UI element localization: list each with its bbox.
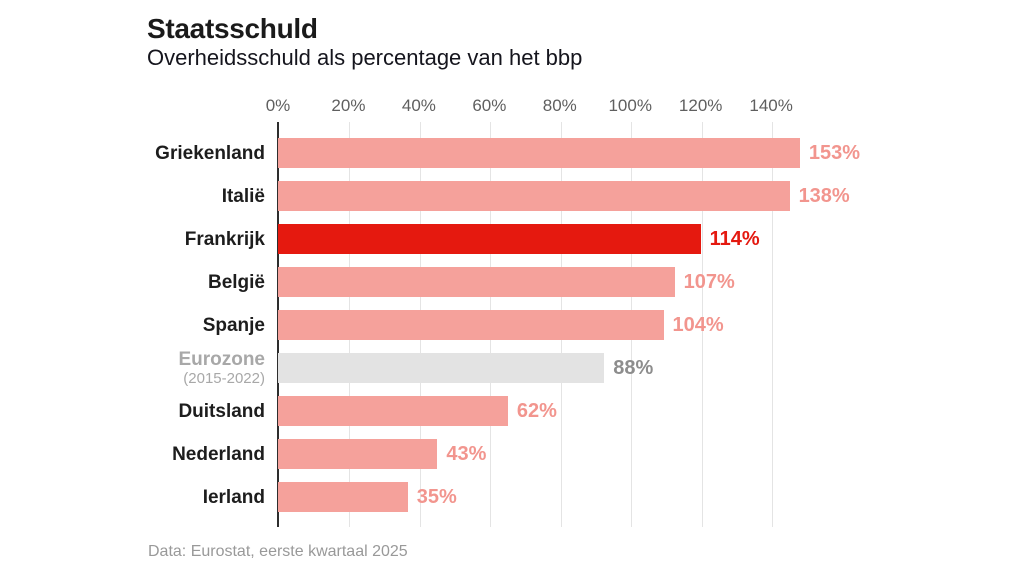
bar-track: 114% <box>278 224 860 254</box>
category-label-nederland: Nederland <box>0 445 278 464</box>
bar-track: 138% <box>278 181 860 211</box>
bar-frankrijk <box>278 224 701 254</box>
bar-belgie <box>278 267 675 297</box>
category-name: Frankrijk <box>184 228 265 250</box>
x-tick-label-0: 0% <box>265 96 291 115</box>
category-label-belgie: België <box>0 273 278 292</box>
chart-row-eurozone: Eurozone (2015-2022) 88% <box>0 350 860 386</box>
category-subtitle: (2015-2022) <box>183 370 265 387</box>
bar-rows: Griekenland 153% Italië 138% Frankrijk 114% Be… <box>0 138 860 525</box>
category-label-spanje: Spanje <box>0 316 278 335</box>
gridline-140 <box>772 122 774 527</box>
category-label-frankrijk: Frankrijk <box>0 230 278 249</box>
value-label-belgie: 107% <box>683 270 735 293</box>
page-subtitle: Overheidsschuld als percentage van het b… <box>147 45 583 70</box>
bar-track: 35% <box>278 482 860 512</box>
category-name: België <box>207 271 265 293</box>
category-name: Spanje <box>202 314 265 336</box>
category-name: Eurozone <box>178 349 265 370</box>
bar-track: 153% <box>278 138 860 168</box>
chart-row-griekenland: Griekenland 153% <box>0 138 860 168</box>
category-name: Ierland <box>202 486 265 508</box>
bar-eurozone <box>278 353 605 383</box>
chart-row-belgie: België 107% <box>0 267 860 297</box>
chart-row-spanje: Spanje 104% <box>0 310 860 340</box>
value-label-frankrijk: 114% <box>709 227 760 250</box>
bar-griekenland <box>278 138 800 168</box>
category-name: Duitsland <box>178 400 265 422</box>
value-label-spanje: 104% <box>672 313 724 336</box>
chart-row-frankrijk: Frankrijk 114% <box>0 224 860 254</box>
bar-italie <box>278 181 790 211</box>
page-title: Staatsschuld <box>147 13 318 44</box>
x-tick-label-60: 60% <box>472 96 507 115</box>
bar-duitsland <box>278 396 508 426</box>
chart-row-italie: Italië 138% <box>0 181 860 211</box>
bar-ierland <box>278 482 408 512</box>
category-name: Nederland <box>172 443 265 465</box>
x-tick-label-120: 120% <box>678 96 723 115</box>
bar-track: 107% <box>278 267 860 297</box>
chart-row-duitsland: Duitsland 62% <box>0 396 860 426</box>
bar-spanje <box>278 310 664 340</box>
category-label-duitsland: Duitsland <box>0 402 278 421</box>
value-label-italie: 138% <box>798 184 850 207</box>
chart-row-ierland: Ierland 35% <box>0 482 860 512</box>
x-tick-label-80: 80% <box>542 96 577 115</box>
category-label-griekenland: Griekenland <box>0 144 278 163</box>
value-label-duitsland: 62% <box>516 399 557 422</box>
source-note: Data: Eurostat, eerste kwartaal 2025 <box>148 543 408 560</box>
value-label-ierland: 35% <box>416 485 457 508</box>
category-name: Griekenland <box>155 142 265 164</box>
value-label-nederland: 43% <box>446 442 487 465</box>
bar-chart: 0% 20% 40% 60% 80% 100% 120% 140% Griekenland 15… <box>0 96 860 527</box>
bar-nederland <box>278 439 438 469</box>
value-label-eurozone: 88% <box>613 356 654 379</box>
category-label-eurozone: Eurozone (2015-2022) <box>0 350 278 386</box>
x-tick-label-40: 40% <box>401 96 436 115</box>
value-label-griekenland: 153% <box>808 141 860 164</box>
category-label-italie: Italië <box>0 187 278 206</box>
x-tick-label-100: 100% <box>608 96 652 115</box>
bar-track: 43% <box>278 439 860 469</box>
gridline-120 <box>701 122 703 527</box>
category-name: Italië <box>221 185 265 207</box>
bar-track: 62% <box>278 396 860 426</box>
x-tick-label-140: 140% <box>749 96 793 115</box>
bar-track: 88% <box>278 353 860 383</box>
category-label-ierland: Ierland <box>0 488 278 507</box>
bar-track: 104% <box>278 310 860 340</box>
chart-row-nederland: Nederland 43% <box>0 439 860 469</box>
x-tick-label-20: 20% <box>331 96 366 115</box>
